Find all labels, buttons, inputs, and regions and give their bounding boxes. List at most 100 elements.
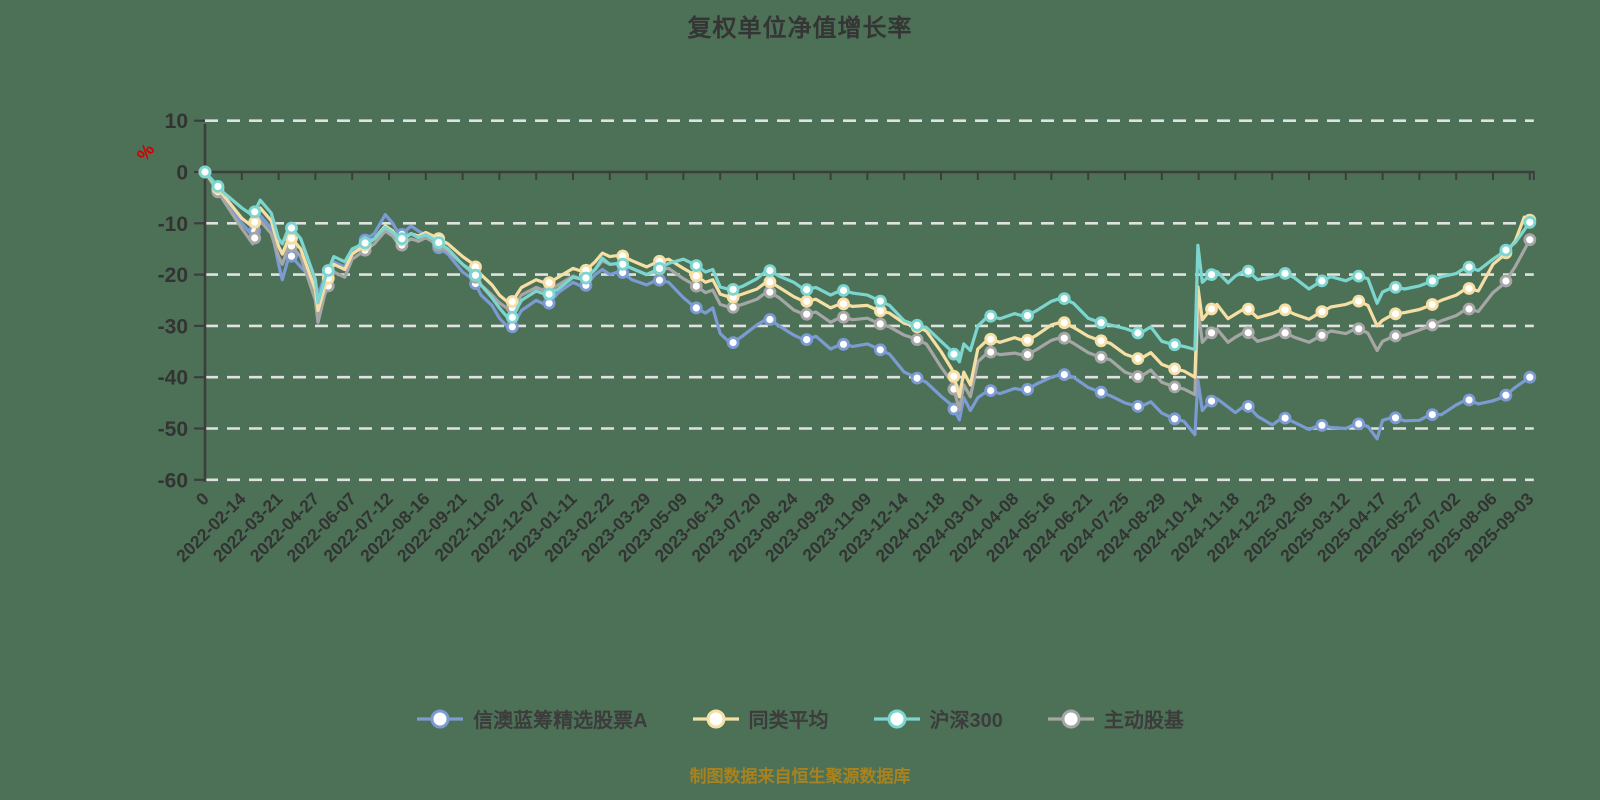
series-csi300-marker <box>542 287 556 301</box>
series-fund-marker <box>837 337 850 351</box>
series-peer-average-marker <box>1241 302 1255 316</box>
series-peer-average-marker <box>1205 302 1218 316</box>
legend-item-csi300[interactable]: 沪深300 <box>873 704 1003 733</box>
legend-marker-icon <box>417 709 464 728</box>
series-fund-marker <box>1057 368 1071 382</box>
series-peer-average-marker <box>1057 316 1071 330</box>
series-fund-marker <box>1241 399 1255 413</box>
series-active-equity-path <box>203 170 1532 412</box>
series-active-equity-marker <box>1168 380 1182 394</box>
series-csi300-marker <box>1425 274 1439 288</box>
series-fund-marker <box>1389 411 1402 425</box>
series-fund-marker <box>984 384 998 398</box>
legend-item-fund[interactable]: 信澳蓝筹精选股票A <box>416 704 648 733</box>
series-csi300-marker <box>800 283 814 297</box>
series-csi300-marker <box>616 257 630 271</box>
series-csi300-marker <box>1315 274 1329 288</box>
series-fund-marker <box>653 273 666 287</box>
series-csi300-marker <box>285 221 298 235</box>
series-csi300-marker <box>211 179 225 193</box>
y-tick-label: 10 <box>165 110 188 133</box>
data-source-note: 制图数据来自恒生聚源数据库 <box>689 767 911 786</box>
series-csi300-marker <box>653 261 666 275</box>
series-peer-average-marker <box>1389 307 1402 321</box>
series-csi300-marker <box>469 268 482 282</box>
series-csi300-marker <box>947 347 961 361</box>
series-fund-marker <box>763 313 777 326</box>
series-active-equity-marker <box>1094 350 1108 364</box>
gridlines <box>205 119 1534 482</box>
series-fund-marker <box>1131 399 1145 413</box>
series-active-equity-marker <box>1205 326 1218 340</box>
series-active-equity-marker <box>689 279 703 293</box>
series-peer-average-marker <box>1278 303 1292 317</box>
series-active-equity-marker <box>1389 329 1402 343</box>
series-fund-marker <box>800 333 814 347</box>
series-peer-average-path <box>203 170 1532 399</box>
series-csi300-marker <box>1057 292 1071 306</box>
series-active-equity-marker <box>873 317 887 331</box>
series-fund-marker <box>1021 382 1034 396</box>
y-tick-label: -40 <box>158 367 188 390</box>
series-peer-average-marker <box>542 276 556 290</box>
series-fund-marker <box>1168 412 1182 426</box>
series-csi300-marker <box>1241 264 1255 278</box>
series-fund-marker <box>1499 388 1513 402</box>
series-active-equity-marker <box>1523 233 1537 247</box>
series-active-equity-marker <box>800 307 814 321</box>
series-active-equity-marker <box>763 285 777 299</box>
series-peer-average-marker <box>505 295 519 308</box>
series-csi300-marker <box>1352 269 1366 283</box>
series-active-equity-marker <box>1352 322 1366 336</box>
series-active-equity-marker <box>1057 331 1071 345</box>
series-peer-average-marker <box>800 294 814 308</box>
series-fund-marker <box>726 336 740 350</box>
series-peer-average-marker <box>1425 298 1439 311</box>
series-active-equity-marker <box>910 333 924 347</box>
series-peer-average-marker <box>984 332 998 346</box>
series-active-equity-line <box>198 165 1537 412</box>
series-csi300-marker <box>1094 316 1108 330</box>
series-csi300-marker <box>395 232 409 246</box>
series-active-equity-marker <box>248 231 262 245</box>
series-active-equity-marker <box>1241 326 1255 340</box>
series-peer-average-marker <box>947 369 961 383</box>
legend-item-active-equity[interactable]: 主动股基 <box>1047 704 1184 733</box>
series-active-equity-marker <box>1499 274 1513 288</box>
series-fund-marker <box>1462 393 1476 407</box>
series-fund-marker <box>1205 394 1218 408</box>
y-tick-label: -60 <box>158 469 188 492</box>
legend-item-peer-average[interactable]: 同类平均 <box>692 704 829 733</box>
series-peer-average-marker <box>1094 334 1108 348</box>
chart-title: 复权单位净值增长率 <box>687 15 913 42</box>
series-csi300-marker <box>1499 243 1513 257</box>
series-active-equity-marker <box>1425 318 1439 332</box>
y-tick-label: -20 <box>158 264 188 287</box>
series-peer-average-marker <box>1462 282 1476 295</box>
series-csi300-marker <box>873 294 887 308</box>
series-fund-marker <box>1315 418 1329 432</box>
series-peer-average-marker <box>689 269 703 283</box>
series-fund-line <box>198 165 1537 441</box>
series-fund-marker <box>910 371 924 385</box>
series-csi300-marker <box>248 205 262 219</box>
y-tick-label: -10 <box>158 213 188 236</box>
series-csi300-marker <box>910 318 924 332</box>
series-active-equity-marker <box>726 300 740 314</box>
axes: 100-10-20-30-40-50-6002022-02-142022-03-… <box>158 110 1538 566</box>
series-csi300-line <box>198 165 1537 364</box>
series-fund-marker <box>1425 408 1439 422</box>
x-tick-label: 0 <box>192 488 213 509</box>
series-fund-marker <box>1523 370 1537 384</box>
legend-label: 信澳蓝筹精选股票A <box>473 710 648 732</box>
series-peer-average-marker <box>1168 362 1182 376</box>
series-active-equity-marker <box>1462 302 1476 316</box>
series-csi300-marker <box>689 259 703 273</box>
series-csi300-marker <box>726 282 740 296</box>
legend-label: 同类平均 <box>748 710 829 732</box>
series-csi300-marker <box>1205 268 1218 282</box>
legend-label: 沪深300 <box>929 710 1003 732</box>
legend-marker-icon <box>873 709 920 728</box>
series-active-equity-marker <box>1315 328 1329 342</box>
